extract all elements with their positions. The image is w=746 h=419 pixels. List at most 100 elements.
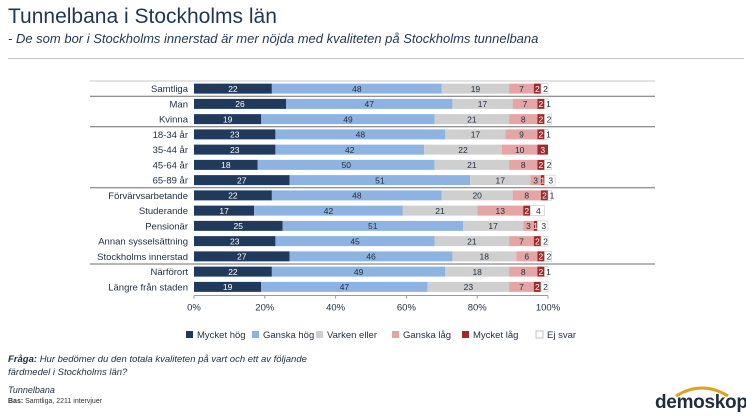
data-label: 22 — [458, 145, 468, 155]
bar-segment — [509, 236, 534, 247]
data-label: 3 — [526, 221, 531, 231]
bar-segment — [424, 144, 502, 155]
data-label: 2 — [543, 84, 548, 94]
x-tick-label: 40% — [326, 303, 346, 314]
bar-segment — [509, 159, 538, 170]
base-note: Bas: Samtliga, 2211 intervjuer — [8, 398, 102, 405]
data-label: 9 — [519, 130, 524, 140]
data-label: 7 — [519, 282, 524, 292]
category-label: 65-89 år — [153, 176, 188, 187]
category-label: Studerande — [139, 206, 188, 217]
bar-segment — [254, 205, 403, 216]
data-label: 23 — [230, 130, 240, 140]
bar-segment — [452, 98, 513, 109]
data-label: 17 — [495, 175, 505, 185]
x-tick-label: 20% — [255, 303, 275, 314]
bar-segment — [537, 129, 545, 140]
question-line-1: Fråga: Hur bedömer du den totala kvalite… — [8, 354, 307, 365]
data-label: 47 — [340, 282, 350, 292]
data-label: 27 — [237, 175, 247, 185]
bar-segment — [540, 83, 549, 94]
category-label: Stockholms innerstad — [97, 252, 188, 263]
data-label: 2 — [535, 236, 540, 246]
data-label: 8 — [521, 160, 526, 170]
bar-segment — [427, 281, 510, 292]
data-label: 2 — [539, 252, 544, 262]
bar-segment — [275, 129, 446, 140]
data-label: 2 — [535, 282, 540, 292]
data-label: 49 — [343, 114, 353, 124]
bar-segment — [441, 83, 510, 94]
demoskop-logo: demoskop — [655, 392, 746, 413]
data-label: 3 — [541, 221, 546, 231]
bar-segment — [194, 175, 290, 186]
bar-segment — [537, 159, 545, 170]
x-tick-label: 60% — [397, 303, 417, 314]
data-label: 21 — [467, 160, 477, 170]
data-label: 18 — [221, 160, 231, 170]
data-label: 2 — [539, 130, 544, 140]
data-label: 22 — [228, 191, 238, 201]
data-label: 19 — [471, 84, 481, 94]
data-label: 8 — [521, 114, 526, 124]
bar-segment — [509, 281, 534, 292]
legend-swatch — [462, 331, 469, 338]
x-tick-label: 0% — [187, 303, 201, 314]
data-label: 1 — [550, 191, 555, 201]
category-label: Annan sysselsättning — [98, 237, 188, 248]
data-label: 23 — [230, 236, 240, 246]
bar-segment — [537, 220, 549, 232]
data-label: 2 — [539, 160, 544, 170]
data-label: 20 — [472, 191, 482, 201]
bar-segment — [445, 129, 506, 140]
bar-segment — [194, 129, 276, 140]
bar-segment — [509, 114, 538, 125]
bar-segment — [194, 98, 287, 109]
data-label: 3 — [533, 175, 538, 185]
data-label: 1 — [540, 175, 545, 185]
bar-segment — [544, 251, 552, 262]
category-label: Pensionär — [145, 221, 188, 232]
bar-segment — [194, 220, 283, 231]
data-label: 3 — [548, 175, 553, 185]
bar-segment — [441, 190, 513, 201]
bar-segment — [275, 236, 435, 247]
bar-segment — [501, 144, 538, 155]
legend-label: Ganska hög — [263, 330, 314, 341]
bar-segment — [533, 236, 541, 247]
legend-label: Mycket låg — [473, 330, 518, 341]
category-label: 18-34 år — [153, 130, 188, 141]
bar-segment — [537, 266, 545, 277]
category-label: Förvärvsarbetande — [108, 191, 188, 202]
bar-segment — [452, 251, 517, 262]
data-label: 23 — [464, 282, 474, 292]
bar-segment — [434, 159, 510, 170]
data-label: 19 — [223, 114, 233, 124]
data-label: 18 — [472, 267, 482, 277]
bar-segment — [289, 251, 453, 262]
bar-segment — [286, 98, 453, 109]
data-label: 3 — [540, 145, 545, 155]
data-label: 49 — [354, 267, 364, 277]
bar-segment — [540, 175, 545, 186]
bar-segment — [537, 251, 545, 262]
bar-segment — [271, 266, 446, 277]
legend-swatch — [186, 331, 193, 338]
bar-segment — [261, 114, 435, 125]
bar-segment — [530, 205, 545, 216]
title-divider — [8, 58, 744, 59]
bar-segment — [194, 114, 262, 125]
legend-label: Ej svar — [547, 330, 576, 341]
bar-segment — [505, 129, 538, 140]
bar-segment — [537, 98, 545, 109]
data-label: 17 — [478, 99, 488, 109]
bar-segment — [544, 266, 549, 277]
bar-segment — [445, 266, 510, 277]
category-label: Man — [170, 99, 188, 110]
data-label: 48 — [352, 191, 362, 201]
data-label: 2 — [524, 206, 529, 216]
data-label: 2 — [543, 282, 548, 292]
data-label: 1 — [546, 267, 551, 277]
data-label: 18 — [480, 252, 490, 262]
